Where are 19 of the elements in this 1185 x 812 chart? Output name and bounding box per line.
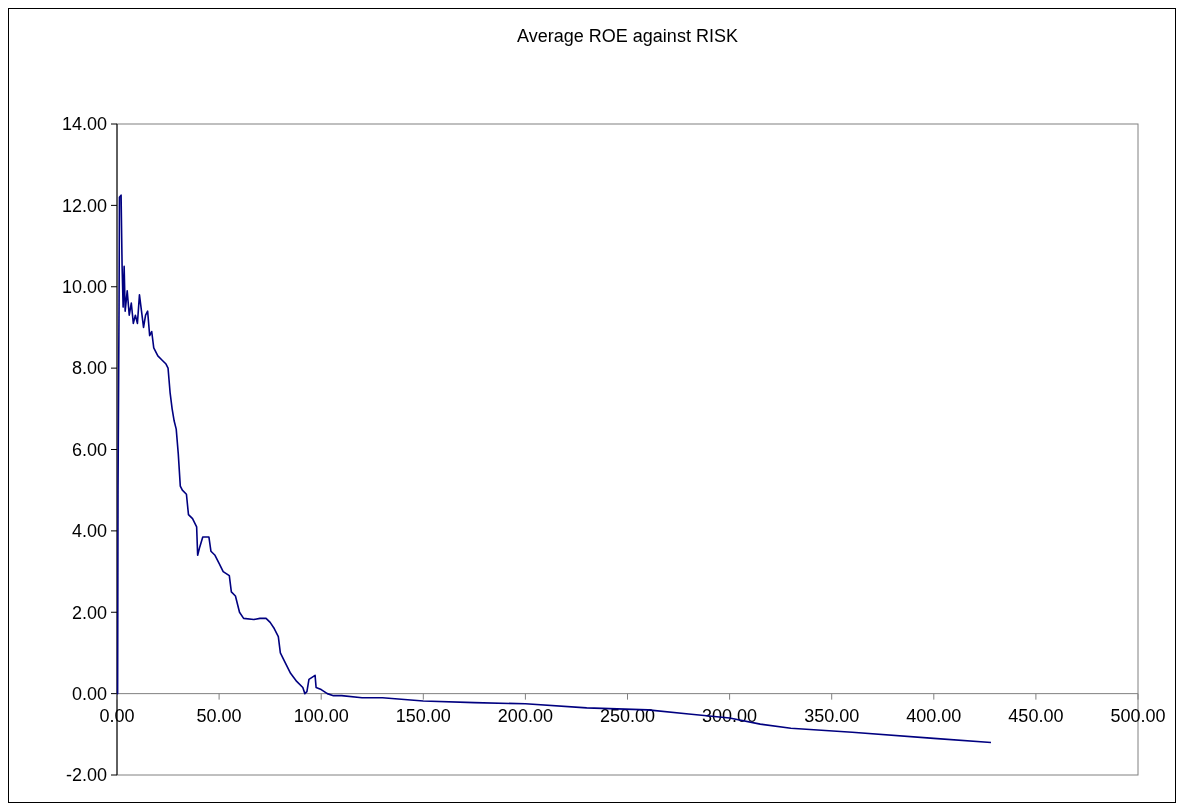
y-tick-label: 4.00	[71, 521, 107, 542]
x-tick-label: 200.00	[497, 705, 553, 726]
y-tick-label: 10.00	[61, 277, 107, 298]
y-tick-label: 0.00	[71, 683, 107, 704]
y-tick-label: 12.00	[61, 195, 107, 216]
y-tick-label: 6.00	[71, 439, 107, 460]
x-tick-label: 350.00	[804, 705, 860, 726]
y-tick-label: -2.00	[65, 765, 107, 786]
x-tick-label: 150.00	[395, 705, 451, 726]
y-tick-label: 8.00	[71, 358, 107, 379]
x-tick-label: 50.00	[196, 705, 242, 726]
x-tick-label: 250.00	[599, 705, 656, 726]
y-tick-label: 14.00	[61, 114, 107, 135]
x-tick-label: 100.00	[293, 705, 349, 726]
x-tick-label: 500.00	[1110, 705, 1166, 726]
x-tick-label: 400.00	[906, 705, 962, 726]
x-tick-label: 450.00	[1008, 705, 1064, 726]
chart-title: Average ROE against RISK	[517, 26, 738, 46]
y-tick-label: 2.00	[71, 602, 107, 623]
